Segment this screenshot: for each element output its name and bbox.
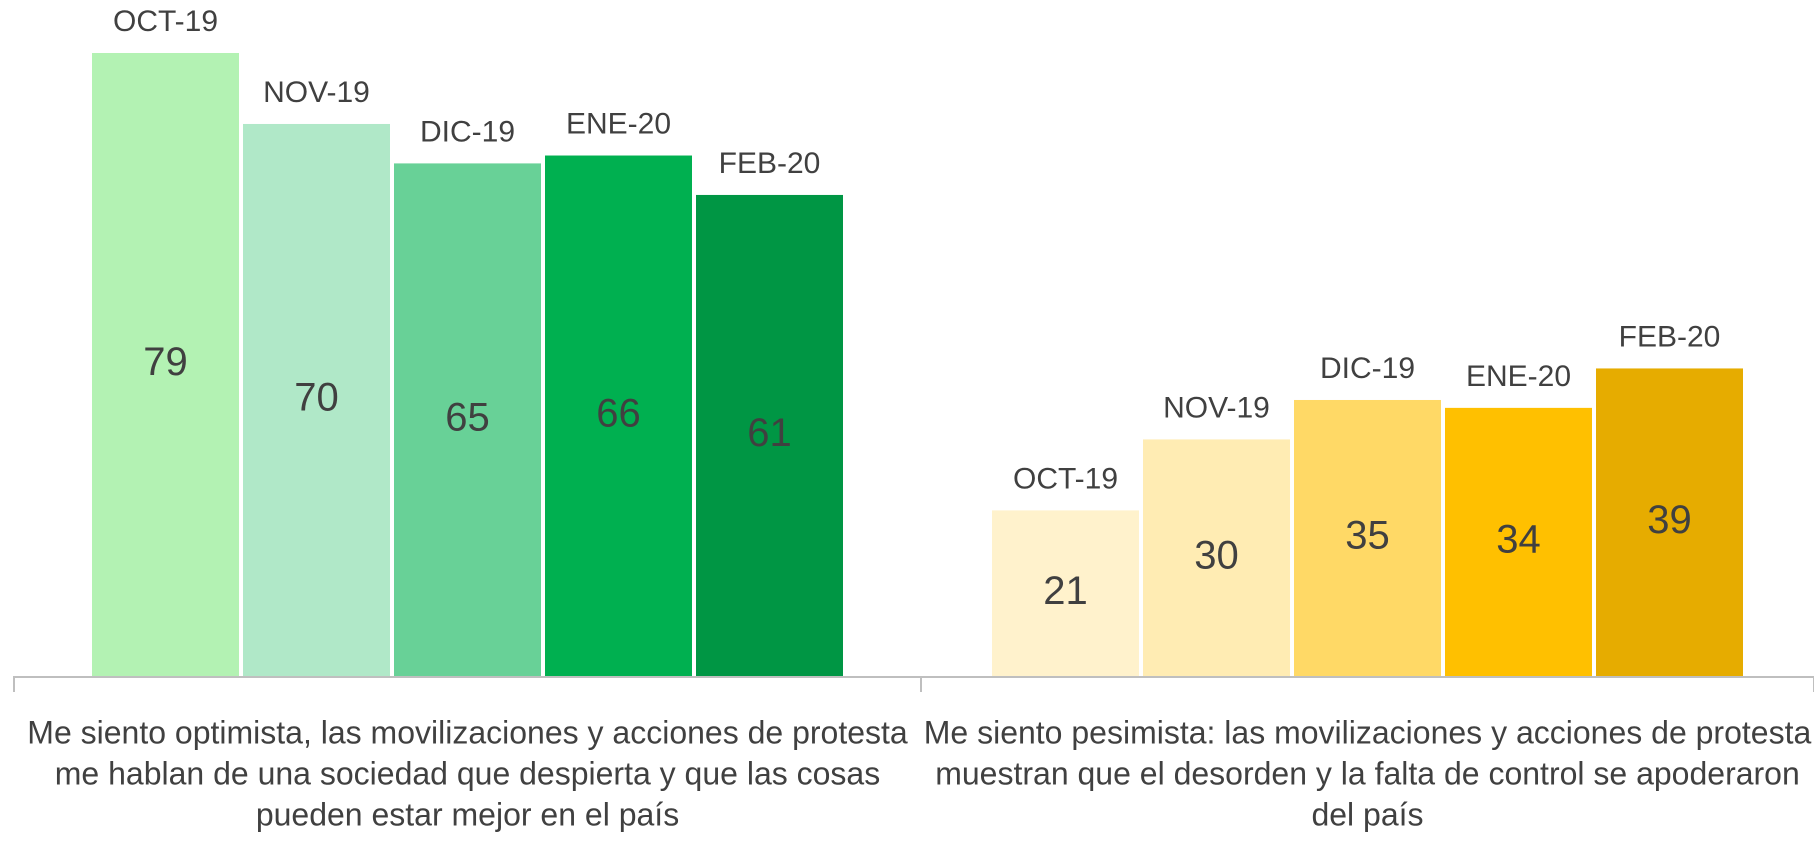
value-label: 66: [596, 391, 641, 435]
bar: [1294, 399, 1441, 676]
series-label: ENE-20: [1466, 360, 1571, 393]
category-label: Me siento pesimista: las movilizaciones …: [924, 714, 1812, 750]
value-label: 21: [1043, 569, 1088, 613]
value-label: 39: [1647, 498, 1692, 542]
series-label: FEB-20: [719, 147, 821, 180]
bar: [1445, 407, 1592, 676]
value-label: 34: [1496, 517, 1541, 561]
category-label: Me siento optimista, las movilizaciones …: [27, 714, 908, 750]
bar: [394, 163, 541, 677]
bar: [1596, 368, 1743, 676]
value-label: 65: [445, 395, 490, 439]
bar: [92, 53, 239, 676]
value-label: 61: [747, 411, 792, 455]
category-label: me hablan de una sociedad que despierta …: [55, 755, 880, 791]
category-label: pueden estar mejor en el país: [256, 796, 679, 832]
series-label: ENE-20: [566, 107, 671, 140]
series-label: NOV-19: [263, 76, 370, 109]
value-label: 35: [1345, 514, 1390, 558]
series-label: OCT-19: [1013, 462, 1118, 495]
category-label: muestran que el desorden y la falta de c…: [935, 755, 1800, 791]
series-label: FEB-20: [1619, 320, 1721, 353]
series-label: DIC-19: [1320, 352, 1415, 385]
series-label: NOV-19: [1163, 391, 1270, 424]
bar: [243, 123, 390, 677]
bar: [545, 155, 692, 676]
category-label: del país: [1311, 796, 1423, 832]
value-label: 30: [1194, 533, 1239, 577]
series-label: OCT-19: [113, 5, 218, 38]
series-label: DIC-19: [420, 115, 515, 148]
value-label: 79: [143, 340, 188, 384]
value-label: 70: [294, 376, 339, 420]
bar: [992, 510, 1139, 676]
bar: [696, 194, 843, 676]
bar: [1143, 439, 1290, 676]
